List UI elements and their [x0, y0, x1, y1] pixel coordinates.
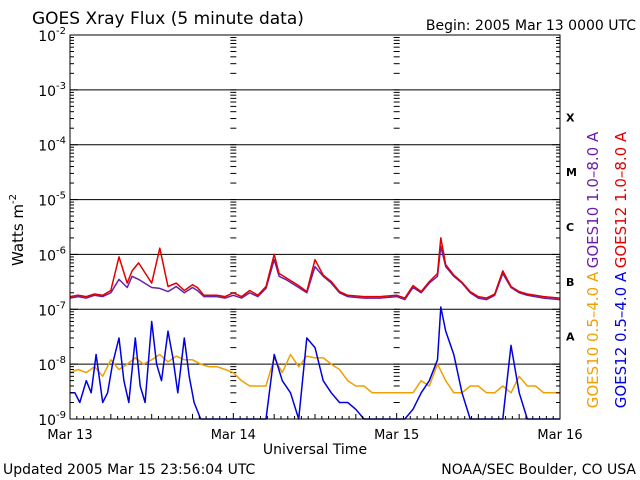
y-tick-label: 10-9	[38, 410, 66, 429]
y-tick-label: 10-2	[38, 26, 66, 45]
x-tick-label: Mar 16	[537, 428, 582, 443]
series-line	[69, 353, 560, 394]
data-series	[69, 237, 561, 420]
legend: GOES10 1.0–8.0 A GOES12 1.0–8.0 A GOES10 0…	[584, 131, 630, 408]
begin-time: Begin: 2005 Mar 13 0000 UTC	[426, 18, 636, 34]
flare-class-label: M	[566, 166, 577, 179]
x-axis-label: Universal Time	[263, 442, 367, 458]
chart-title: GOES Xray Flux (5 minute data)	[32, 9, 304, 29]
x-tick-label: Mar 14	[211, 428, 256, 443]
x-axis-ticks: Mar 13 Mar 14 Mar 15 Mar 16	[47, 413, 583, 443]
y-tick-label: 10-3	[38, 81, 66, 100]
credit-text: NOAA/SEC Boulder, CO USA	[441, 462, 636, 478]
y-axis-label-exp: -2	[8, 194, 19, 204]
series-line	[69, 237, 561, 299]
legend-entry: GOES10 1.0–8.0 A	[584, 131, 602, 268]
flare-class-label: C	[566, 221, 574, 234]
updated-timestamp: Updated 2005 Mar 15 23:56:04 UTC	[3, 462, 256, 478]
y-tick-label: 10-8	[38, 355, 66, 374]
flare-class-labels: X M C B A	[566, 111, 577, 343]
y-tick-label: 10-5	[38, 191, 66, 210]
y-tick-label: 10-7	[38, 300, 66, 319]
legend-entry: GOES12 1.0–8.0 A	[612, 131, 630, 268]
y-tick-label: 10-6	[38, 245, 66, 264]
y-axis-label: Watts m-2	[8, 194, 27, 266]
legend-entry: GOES12 0.5–4.0 A	[612, 271, 630, 408]
plot-frame	[69, 34, 561, 420]
grid-lines	[70, 34, 560, 420]
y-tick-label: 10-4	[38, 136, 66, 155]
flare-class-label: X	[566, 111, 575, 124]
y-axis-ticks: 10-2 10-3 10-4 10-5 10-6 10-7 10-8 10-9	[38, 26, 560, 429]
flare-class-label: A	[566, 331, 575, 344]
x-tick-label: Mar 13	[47, 428, 92, 443]
legend-entry: GOES10 0.5–4.0 A	[584, 271, 602, 408]
y-axis-label-base: Watts m	[9, 204, 27, 266]
flare-class-label: B	[566, 276, 574, 289]
series-line	[70, 306, 560, 420]
x-tick-label: Mar 15	[374, 428, 419, 443]
